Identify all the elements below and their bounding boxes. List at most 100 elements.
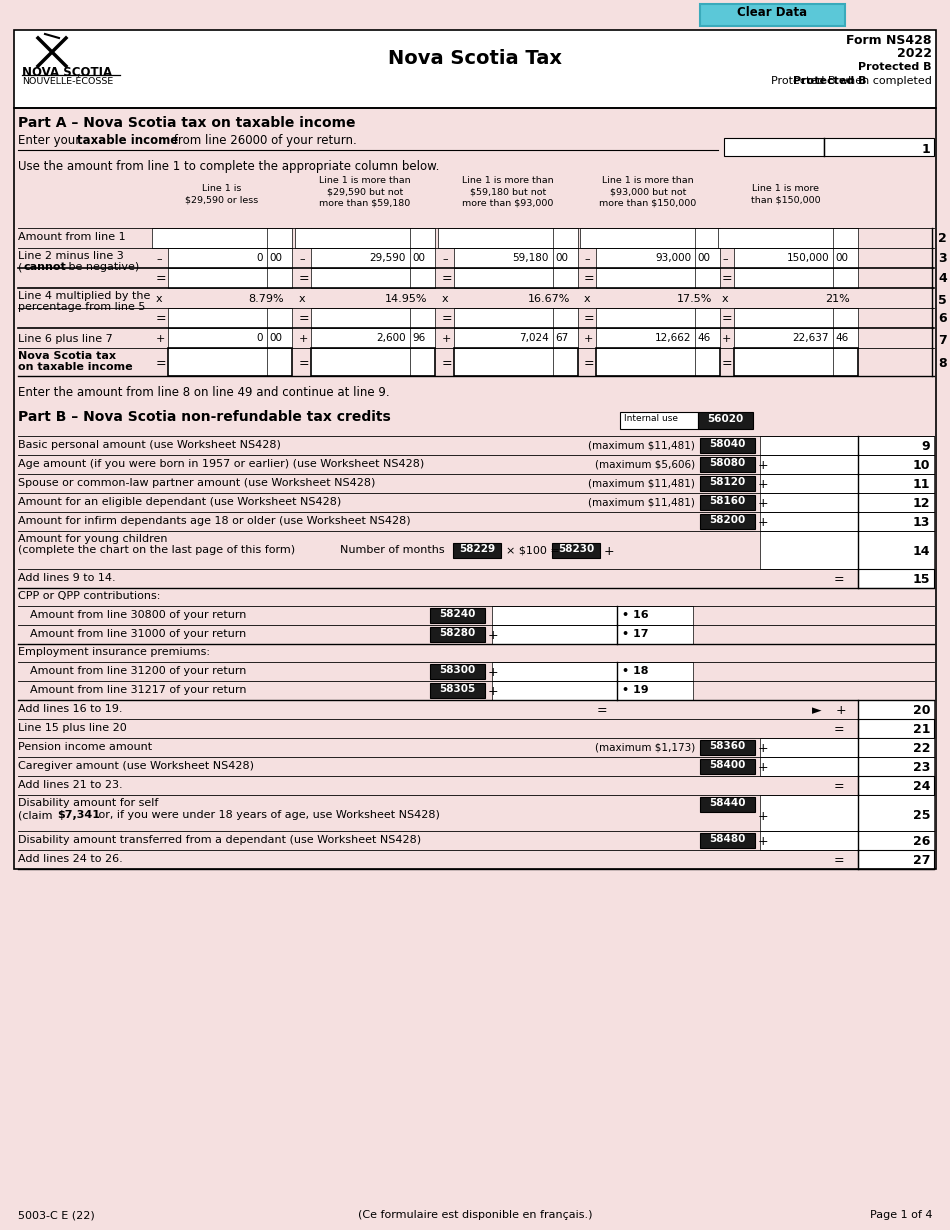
- Bar: [858, 850, 934, 870]
- Text: more than $93,000: more than $93,000: [463, 198, 554, 207]
- Text: more than $150,000: more than $150,000: [599, 198, 696, 207]
- Text: on taxable income: on taxable income: [18, 362, 133, 371]
- Text: 13: 13: [913, 517, 930, 529]
- Bar: [168, 248, 292, 268]
- Text: 12: 12: [913, 497, 930, 510]
- Text: $7,341: $7,341: [57, 811, 100, 820]
- Text: =: =: [584, 357, 595, 370]
- Text: (: (: [18, 262, 23, 272]
- Bar: [700, 476, 755, 491]
- Text: NOUVELLE-ÉCOSSE: NOUVELLE-ÉCOSSE: [22, 77, 113, 86]
- Bar: [492, 662, 617, 681]
- Text: +: +: [604, 545, 615, 558]
- Bar: [700, 494, 755, 510]
- Text: =: =: [299, 312, 310, 325]
- Bar: [734, 328, 858, 348]
- Text: 58229: 58229: [459, 544, 495, 554]
- Text: Nova Scotia Tax: Nova Scotia Tax: [388, 48, 562, 68]
- Bar: [858, 493, 934, 512]
- Bar: [858, 700, 934, 720]
- Text: 11: 11: [913, 478, 930, 491]
- Text: 6: 6: [938, 312, 946, 325]
- Bar: [858, 756, 934, 776]
- Bar: [734, 348, 858, 376]
- Text: (complete the chart on the last page of this form): (complete the chart on the last page of …: [18, 545, 295, 555]
- Text: 58280: 58280: [439, 629, 475, 638]
- Bar: [700, 458, 755, 472]
- Text: +: +: [488, 665, 499, 679]
- Text: –: –: [442, 255, 447, 264]
- Text: Protected B when completed: Protected B when completed: [771, 76, 932, 86]
- Bar: [858, 569, 934, 588]
- Text: 29,590: 29,590: [370, 253, 406, 263]
- Bar: [700, 514, 755, 529]
- Text: 46: 46: [835, 333, 848, 343]
- Bar: [620, 412, 698, 429]
- Text: +: +: [758, 517, 769, 529]
- Text: 24: 24: [913, 780, 930, 793]
- Text: 14: 14: [913, 545, 930, 558]
- Text: 9: 9: [922, 440, 930, 453]
- Bar: [724, 138, 824, 156]
- Text: cannot: cannot: [24, 262, 66, 272]
- Bar: [760, 831, 858, 850]
- Bar: [734, 308, 858, 328]
- Text: (maximum $5,606): (maximum $5,606): [595, 459, 695, 469]
- Text: Amount for an eligible dependant (use Worksheet NS428): Amount for an eligible dependant (use Wo…: [18, 497, 341, 507]
- Bar: [760, 531, 858, 569]
- Text: =: =: [722, 272, 732, 285]
- Text: –: –: [156, 255, 162, 264]
- Text: 0: 0: [256, 253, 263, 263]
- Text: +: +: [442, 335, 451, 344]
- Text: (maximum $11,481): (maximum $11,481): [588, 497, 695, 507]
- Text: 58440: 58440: [709, 798, 745, 808]
- Text: Page 1 of 4: Page 1 of 4: [869, 1210, 932, 1220]
- Text: 59,180: 59,180: [513, 253, 549, 263]
- Bar: [430, 664, 485, 679]
- Text: (claim: (claim: [18, 811, 56, 820]
- Text: 5003-C E (22): 5003-C E (22): [18, 1210, 95, 1220]
- Bar: [454, 348, 578, 376]
- Text: +: +: [758, 497, 769, 510]
- Text: Amount for infirm dependants age 18 or older (use Worksheet NS428): Amount for infirm dependants age 18 or o…: [18, 517, 410, 526]
- Bar: [760, 435, 858, 455]
- Text: • 18: • 18: [622, 665, 649, 677]
- Text: =: =: [834, 573, 845, 585]
- Bar: [596, 348, 720, 376]
- Text: 58360: 58360: [709, 740, 745, 752]
- Text: Line 1 is more than: Line 1 is more than: [463, 176, 554, 184]
- Text: (maximum $11,481): (maximum $11,481): [588, 440, 695, 450]
- Bar: [858, 720, 934, 738]
- Text: 150,000: 150,000: [787, 253, 829, 263]
- Bar: [700, 4, 845, 26]
- Bar: [858, 455, 934, 474]
- Text: +: +: [758, 835, 769, 847]
- Text: 00: 00: [697, 253, 710, 263]
- Bar: [760, 455, 858, 474]
- Bar: [858, 776, 934, 795]
- Bar: [698, 412, 753, 429]
- Text: Line 1 is: Line 1 is: [202, 184, 241, 193]
- Bar: [734, 268, 858, 288]
- Bar: [700, 438, 755, 453]
- Text: Enter your: Enter your: [18, 134, 84, 148]
- Text: 00: 00: [555, 253, 568, 263]
- Text: 67: 67: [555, 333, 568, 343]
- Text: 16.67%: 16.67%: [527, 294, 570, 304]
- Text: 58160: 58160: [709, 496, 745, 506]
- Text: –: –: [584, 255, 590, 264]
- Text: 2,600: 2,600: [376, 333, 406, 343]
- Text: +: +: [758, 459, 769, 472]
- Text: =: =: [584, 312, 595, 325]
- Text: =: =: [722, 312, 732, 325]
- Text: Protected B: Protected B: [793, 76, 866, 86]
- Text: or, if you were under 18 years of age, use Worksheet NS428): or, if you were under 18 years of age, u…: [95, 811, 440, 820]
- Text: Line 2 minus line 3: Line 2 minus line 3: [18, 251, 124, 261]
- Text: Line 1 is more than: Line 1 is more than: [602, 176, 693, 184]
- Bar: [700, 759, 755, 774]
- Text: 58480: 58480: [709, 834, 745, 844]
- Text: =: =: [834, 854, 845, 867]
- Text: Protected B: Protected B: [859, 62, 932, 73]
- Bar: [760, 756, 858, 776]
- Bar: [858, 831, 934, 850]
